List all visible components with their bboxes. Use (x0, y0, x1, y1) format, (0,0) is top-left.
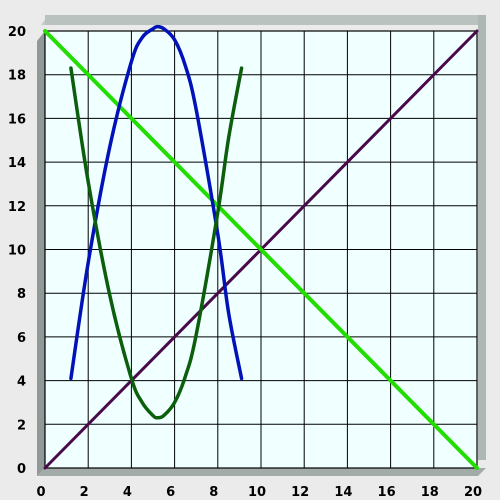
frame-right (478, 15, 486, 460)
y-tick-label: 8 (17, 287, 26, 302)
x-tick-label: 8 (209, 485, 218, 500)
y-tick-label: 20 (8, 25, 26, 40)
y-tick-label: 6 (17, 331, 26, 346)
y-tick-label: 14 (8, 156, 26, 171)
y-tick-label: 18 (8, 69, 26, 84)
y-tick-label: 16 (8, 112, 26, 127)
x-tick-label: 18 (421, 485, 439, 500)
y-tick-label: 2 (17, 418, 26, 433)
x-tick-label: 14 (334, 485, 352, 500)
y-tick-label: 0 (17, 462, 26, 477)
frame-top (45, 15, 486, 25)
grid-lines (44, 30, 478, 469)
x-tick-label: 12 (291, 485, 309, 500)
frame-floor (37, 468, 486, 476)
y-tick-labels: 0 2 4 6 8 10 12 14 16 18 20 (8, 25, 26, 477)
y-tick-label: 10 (8, 244, 26, 259)
y-tick-label: 12 (8, 200, 26, 215)
x-tick-label: 20 (464, 485, 482, 500)
series-line-2 (43, 29, 479, 470)
frame-left-wall (37, 31, 45, 476)
x-tick-label: 10 (248, 485, 266, 500)
x-tick-label: 6 (166, 485, 175, 500)
x-tick-label: 0 (36, 485, 45, 500)
x-tick-label: 4 (123, 485, 132, 500)
x-tick-label: 16 (378, 485, 396, 500)
series-line-4 (69, 66, 244, 420)
series-layer (43, 24, 479, 470)
x-tick-label: 2 (80, 485, 89, 500)
x-tick-labels: 0 2 4 6 8 10 12 14 16 18 20 (36, 485, 482, 500)
y-tick-label: 4 (17, 375, 26, 390)
